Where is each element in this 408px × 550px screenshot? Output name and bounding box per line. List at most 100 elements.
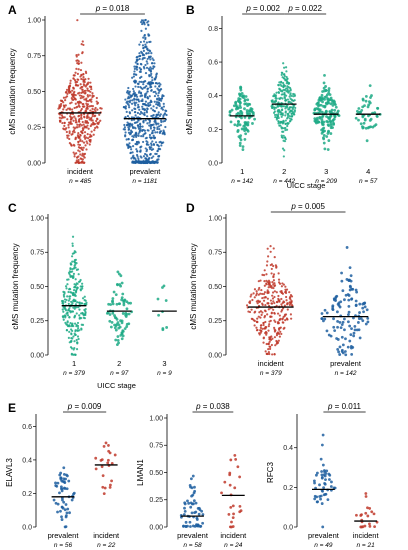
data-point bbox=[271, 281, 274, 284]
data-point bbox=[151, 123, 154, 127]
data-point bbox=[231, 516, 235, 520]
y-tick-label: 0.2 bbox=[208, 127, 218, 134]
data-point bbox=[72, 289, 76, 292]
data-point bbox=[288, 114, 291, 118]
data-point bbox=[136, 62, 139, 65]
data-point bbox=[63, 116, 66, 119]
data-point bbox=[69, 322, 72, 325]
data-point bbox=[343, 317, 346, 321]
data-point bbox=[293, 113, 296, 116]
data-point bbox=[148, 101, 152, 104]
data-point bbox=[197, 512, 201, 516]
data-point bbox=[116, 335, 120, 338]
data-point bbox=[88, 135, 91, 139]
data-point bbox=[184, 525, 188, 528]
data-point bbox=[315, 471, 319, 475]
data-point bbox=[359, 122, 363, 126]
data-point bbox=[201, 513, 205, 516]
data-point bbox=[71, 132, 74, 136]
data-point bbox=[102, 444, 106, 448]
data-point bbox=[67, 107, 70, 110]
data-point bbox=[332, 122, 336, 126]
data-point bbox=[92, 133, 95, 136]
data-point bbox=[352, 334, 356, 338]
data-point bbox=[267, 308, 270, 311]
data-point bbox=[78, 308, 81, 311]
data-point bbox=[278, 81, 281, 84]
data-point bbox=[349, 333, 353, 337]
data-point bbox=[284, 88, 287, 92]
data-point bbox=[81, 323, 85, 327]
data-point bbox=[76, 105, 79, 108]
data-point bbox=[288, 117, 291, 120]
data-point bbox=[257, 288, 260, 291]
data-point bbox=[148, 34, 151, 37]
data-point bbox=[155, 122, 158, 125]
data-point bbox=[91, 115, 94, 118]
data-point bbox=[87, 121, 90, 125]
y-tick-label: 0.50 bbox=[149, 470, 163, 477]
data-point bbox=[269, 299, 273, 302]
data-point bbox=[327, 124, 331, 128]
data-point bbox=[83, 98, 86, 101]
data-point bbox=[329, 132, 333, 135]
data-point bbox=[67, 479, 71, 483]
data-point bbox=[267, 342, 270, 346]
data-point bbox=[280, 310, 283, 313]
data-point bbox=[156, 161, 159, 164]
data-point bbox=[255, 329, 259, 332]
x-category-label: 3 bbox=[162, 359, 166, 368]
data-point bbox=[353, 325, 357, 328]
data-point bbox=[68, 84, 72, 87]
data-point bbox=[261, 302, 264, 305]
data-point bbox=[138, 66, 141, 70]
data-point bbox=[331, 304, 335, 308]
data-point bbox=[321, 123, 325, 126]
data-point bbox=[146, 107, 149, 110]
data-point bbox=[59, 485, 63, 489]
data-point bbox=[374, 123, 378, 127]
data-point bbox=[58, 116, 61, 119]
data-point bbox=[327, 129, 330, 133]
data-point bbox=[313, 497, 317, 501]
data-point bbox=[144, 19, 147, 22]
data-point bbox=[273, 312, 276, 315]
data-point bbox=[285, 288, 289, 291]
data-point bbox=[272, 106, 275, 109]
y-tick-label: 0.00 bbox=[27, 160, 41, 167]
data-point bbox=[146, 104, 149, 107]
data-point bbox=[59, 104, 62, 107]
data-point bbox=[326, 498, 330, 501]
data-point bbox=[138, 54, 142, 58]
data-point bbox=[366, 320, 370, 324]
data-point bbox=[88, 94, 91, 97]
data-point bbox=[230, 525, 233, 529]
data-point bbox=[138, 108, 141, 111]
data-point bbox=[119, 274, 123, 278]
data-point bbox=[130, 102, 134, 105]
data-point bbox=[273, 326, 276, 329]
data-point bbox=[157, 313, 161, 317]
p-value: 0.005 bbox=[305, 202, 326, 211]
data-point bbox=[258, 300, 261, 303]
data-point bbox=[283, 95, 286, 99]
data-point bbox=[137, 134, 140, 137]
data-point bbox=[90, 116, 93, 120]
data-point bbox=[321, 433, 325, 437]
data-point bbox=[66, 474, 69, 478]
data-point bbox=[82, 43, 85, 47]
data-point bbox=[153, 94, 157, 98]
data-point bbox=[333, 329, 337, 333]
data-point bbox=[76, 301, 79, 304]
data-point bbox=[77, 132, 80, 135]
sample-size-label: n = 22 bbox=[97, 542, 116, 549]
data-point bbox=[156, 127, 159, 131]
data-point bbox=[66, 507, 70, 511]
data-point bbox=[83, 80, 86, 84]
category-2: 3n = 9 bbox=[152, 284, 177, 377]
data-point bbox=[332, 317, 335, 321]
data-point bbox=[243, 138, 247, 141]
data-point bbox=[320, 502, 324, 505]
data-point bbox=[72, 93, 76, 96]
data-point bbox=[62, 310, 65, 313]
